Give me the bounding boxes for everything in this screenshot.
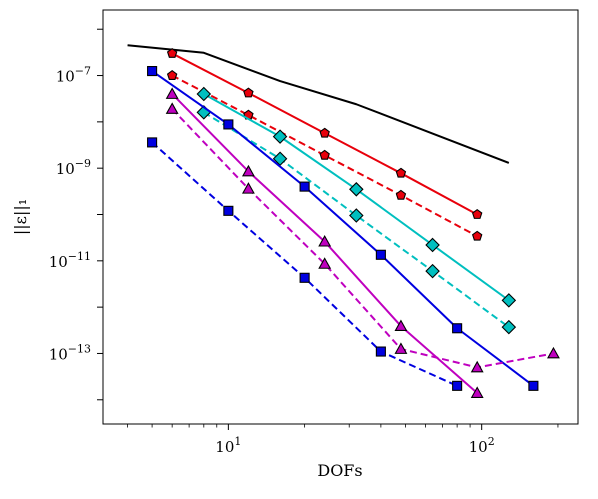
y-axis-label: ||ε||₁ bbox=[11, 199, 30, 235]
data-point-triangle bbox=[165, 87, 179, 99]
data-point-diamond bbox=[272, 151, 288, 167]
data-point-square bbox=[299, 272, 310, 283]
data-point-diamond bbox=[272, 129, 288, 144]
data-point-triangle bbox=[394, 319, 408, 332]
series-line bbox=[151, 70, 534, 387]
data-point-diamond bbox=[349, 208, 364, 223]
x-tick-label: 102 bbox=[469, 435, 495, 456]
x-tick-label: 101 bbox=[215, 435, 241, 456]
data-point-diamond bbox=[501, 319, 517, 335]
data-point-pentagon bbox=[319, 149, 330, 160]
data-point-square bbox=[299, 181, 310, 192]
series-line bbox=[203, 111, 510, 328]
data-point-pentagon bbox=[166, 70, 178, 80]
series-line bbox=[171, 108, 554, 369]
data-point-triangle bbox=[165, 102, 179, 114]
series-line bbox=[171, 74, 478, 238]
data-point-square bbox=[452, 323, 463, 334]
data-point-square bbox=[375, 346, 386, 357]
data-point-triangle bbox=[547, 346, 560, 359]
series-line bbox=[127, 44, 510, 164]
plot-frame bbox=[102, 9, 579, 425]
data-point-triangle bbox=[318, 257, 332, 269]
data-point-triangle bbox=[241, 164, 255, 177]
y-tick-label: 10−9 bbox=[56, 157, 91, 178]
data-point-pentagon bbox=[166, 47, 178, 58]
data-point-pentagon bbox=[471, 230, 483, 241]
data-point-triangle bbox=[318, 234, 332, 247]
data-point-diamond bbox=[501, 293, 517, 308]
series-5 bbox=[147, 66, 539, 391]
data-point-triangle bbox=[394, 342, 408, 354]
y-tick-label: 10−13 bbox=[49, 342, 91, 363]
data-point-triangle bbox=[470, 360, 484, 373]
series-6 bbox=[147, 137, 463, 391]
data-point-square bbox=[223, 205, 234, 216]
data-point-square bbox=[223, 119, 234, 130]
data-point-square bbox=[375, 249, 386, 260]
data-point-pentagon bbox=[319, 127, 330, 138]
data-point-pentagon bbox=[243, 87, 254, 98]
data-point-square bbox=[452, 380, 463, 391]
data-point-diamond bbox=[196, 86, 212, 102]
plot-content bbox=[127, 44, 560, 398]
data-point-diamond bbox=[349, 182, 364, 197]
series-7 bbox=[165, 87, 484, 398]
axis-ticks: 101 102 10−13 10−11 10−9 10−7 bbox=[49, 28, 559, 456]
data-point-square bbox=[147, 66, 158, 77]
series-1 bbox=[166, 47, 483, 219]
series-2 bbox=[166, 70, 483, 241]
series-0 bbox=[127, 44, 510, 164]
data-point-square bbox=[147, 137, 158, 148]
data-point-pentagon bbox=[395, 189, 407, 200]
data-point-diamond bbox=[425, 263, 440, 279]
y-tick-label: 10−7 bbox=[56, 65, 91, 86]
data-point-pentagon bbox=[395, 167, 407, 178]
data-point-triangle bbox=[470, 386, 484, 398]
series-8 bbox=[165, 102, 560, 373]
y-tick-label: 10−11 bbox=[49, 250, 91, 271]
data-point-triangle bbox=[241, 182, 255, 194]
series-line bbox=[203, 93, 510, 302]
data-point-pentagon bbox=[471, 209, 483, 219]
data-point-diamond bbox=[425, 237, 440, 253]
data-point-square bbox=[528, 380, 539, 391]
x-axis-label: DOFs bbox=[317, 461, 362, 480]
series-3 bbox=[196, 86, 517, 308]
